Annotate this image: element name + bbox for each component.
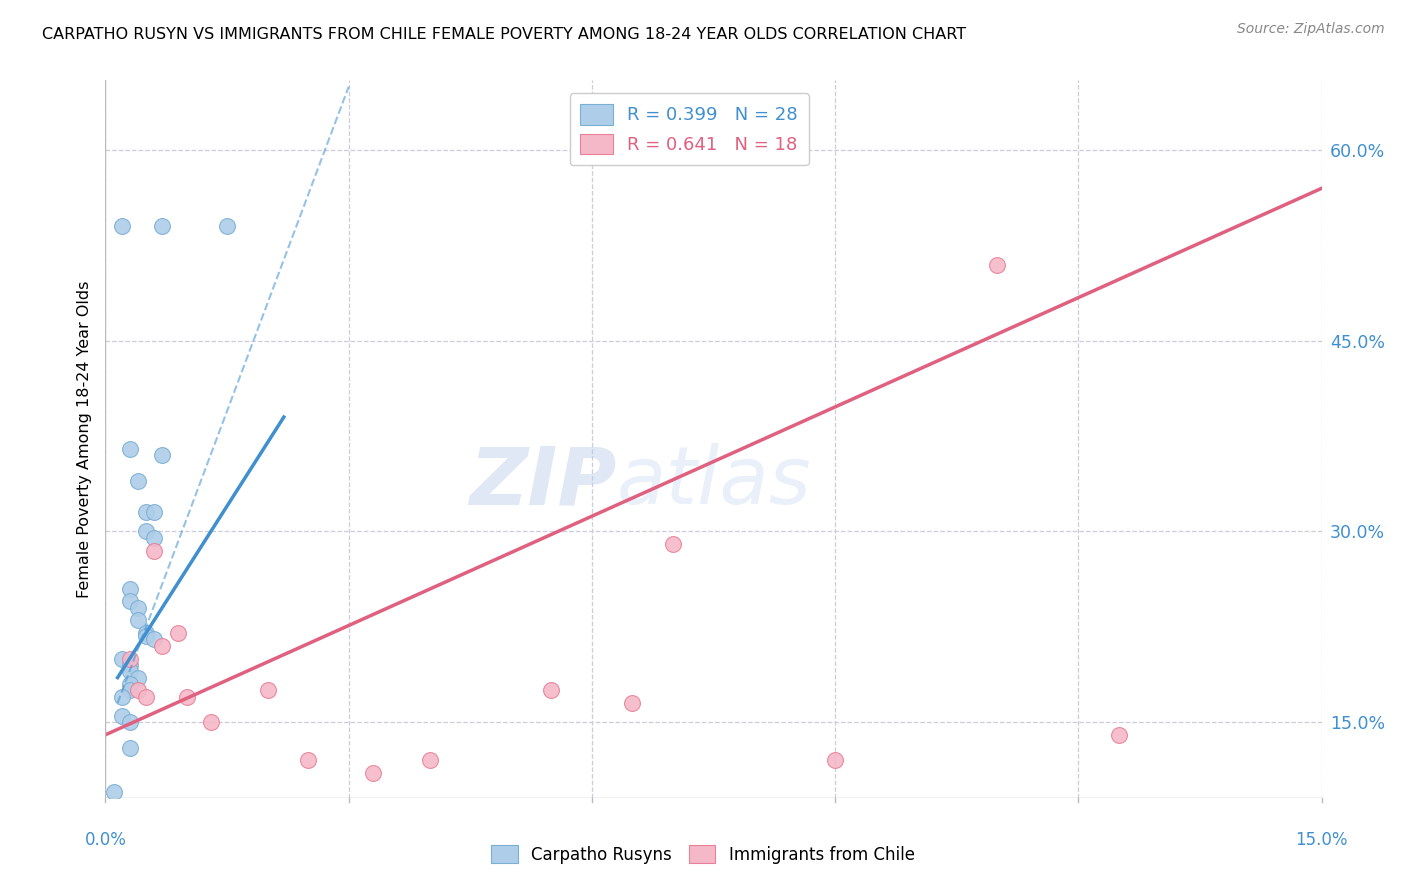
Point	[135, 629, 157, 643]
Text: 0.0%: 0.0%	[84, 831, 127, 849]
Text: atlas: atlas	[616, 443, 811, 522]
Point	[127, 600, 149, 615]
Point	[143, 632, 166, 647]
Point	[135, 690, 157, 704]
Point	[256, 683, 278, 698]
Point	[118, 683, 141, 698]
Legend: Carpatho Rusyns, Immigrants from Chile: Carpatho Rusyns, Immigrants from Chile	[485, 838, 921, 871]
Point	[135, 626, 157, 640]
Point	[118, 665, 141, 679]
Text: 15.0%: 15.0%	[1295, 831, 1348, 849]
Point	[118, 677, 141, 691]
Point	[127, 683, 149, 698]
Text: Source: ZipAtlas.com: Source: ZipAtlas.com	[1237, 22, 1385, 37]
Point	[361, 766, 384, 780]
Point	[540, 683, 562, 698]
Point	[135, 505, 157, 519]
Point	[127, 671, 149, 685]
Legend: R = 0.399   N = 28, R = 0.641   N = 18: R = 0.399 N = 28, R = 0.641 N = 18	[569, 93, 808, 165]
Point	[662, 537, 685, 551]
Point	[986, 258, 1008, 272]
Point	[150, 639, 173, 653]
Point	[111, 219, 134, 234]
Point	[118, 715, 141, 730]
Point	[143, 543, 166, 558]
Point	[297, 753, 319, 767]
Point	[111, 651, 134, 665]
Text: ZIP: ZIP	[468, 443, 616, 522]
Text: CARPATHO RUSYN VS IMMIGRANTS FROM CHILE FEMALE POVERTY AMONG 18-24 YEAR OLDS COR: CARPATHO RUSYN VS IMMIGRANTS FROM CHILE …	[42, 27, 966, 42]
Point	[135, 524, 157, 539]
Point	[824, 753, 846, 767]
Point	[419, 753, 441, 767]
Point	[111, 708, 134, 723]
Point	[150, 219, 173, 234]
Point	[103, 785, 125, 799]
Point	[118, 651, 141, 665]
Y-axis label: Female Poverty Among 18-24 Year Olds: Female Poverty Among 18-24 Year Olds	[76, 281, 91, 598]
Point	[621, 696, 644, 710]
Point	[118, 582, 141, 596]
Point	[143, 505, 166, 519]
Point	[176, 690, 198, 704]
Point	[150, 448, 173, 462]
Point	[118, 657, 141, 672]
Point	[200, 715, 222, 730]
Point	[167, 626, 190, 640]
Point	[143, 531, 166, 545]
Point	[217, 219, 239, 234]
Point	[118, 594, 141, 608]
Point	[118, 442, 141, 456]
Point	[127, 614, 149, 628]
Point	[118, 740, 141, 755]
Point	[1108, 728, 1130, 742]
Point	[111, 690, 134, 704]
Point	[127, 474, 149, 488]
